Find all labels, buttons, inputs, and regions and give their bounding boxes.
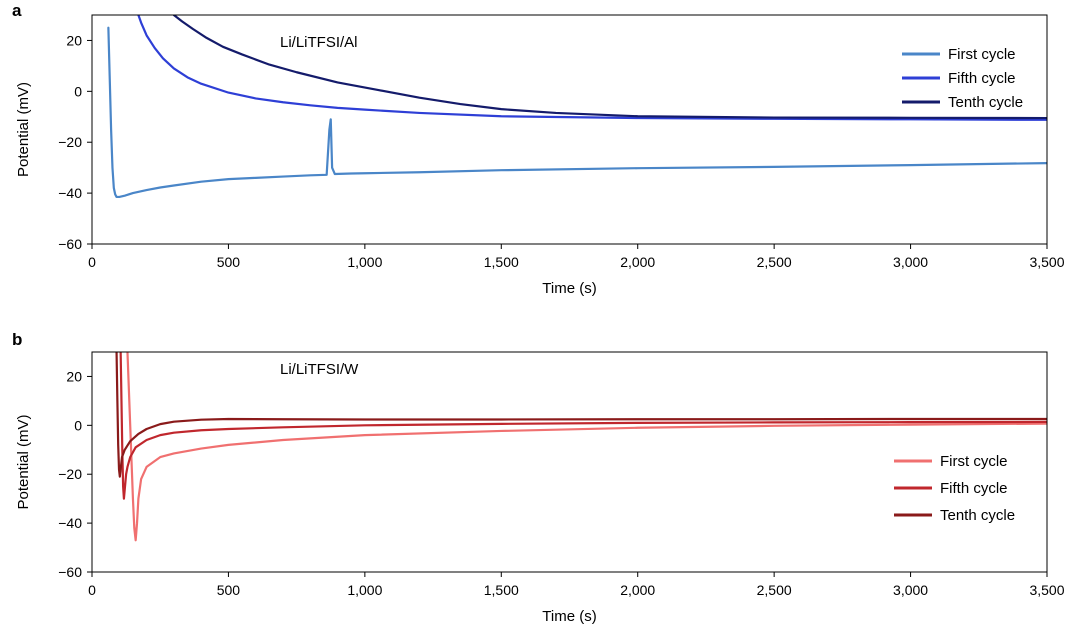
cell-annotation: Li/LiTFSI/Al [280,34,358,51]
y-tick-label: 20 [66,32,82,48]
x-tick-label: 2,500 [757,582,792,598]
y-tick-label: −40 [58,515,82,531]
x-tick-label: 1,500 [484,582,519,598]
y-axis-label: Potential (mV) [15,82,32,177]
y-tick-label: −40 [58,185,82,201]
series-line-first-cycle [107,26,1047,199]
legend-label: First cycle [948,46,1016,63]
x-tick-label: 1,000 [347,254,382,270]
x-tick-label: 500 [217,254,241,270]
panel-b: b 0 500 1,000 1,500 2,000 2,500 3,000 3,500 −60 −4… [12,330,1065,625]
series-line-first-cycle [126,352,1047,542]
legend-label: Fifth cycle [940,480,1008,497]
panel-letter: a [12,1,22,20]
plot-frame [91,351,1048,573]
series-line-tenth-cycle [115,352,1047,478]
legend-label: Tenth cycle [940,507,1015,524]
x-tick-label: 2,000 [620,254,655,270]
plot-frame [91,14,1048,245]
x-tick-label: 3,000 [893,254,928,270]
x-tick-label: 3,000 [893,582,928,598]
legend: First cycle Fifth cycle Tenth cycle [902,46,1023,111]
x-tick-label: 3,500 [1029,582,1064,598]
x-tick-label: 0 [88,254,96,270]
x-axis-label: Time (s) [542,608,596,625]
legend-label: Tenth cycle [948,94,1023,111]
y-tick-label: −60 [58,564,82,580]
y-tick-label: 0 [74,417,82,433]
y-tick-label: −20 [58,134,82,150]
x-tick-label: 0 [88,582,96,598]
y-tick-label: −20 [58,466,82,482]
series-line-tenth-cycle [172,15,1047,120]
legend-label: Fifth cycle [948,70,1016,87]
series-line-fifth-cycle [119,352,1047,500]
x-tick-label: 2,500 [757,254,792,270]
y-tick-label: −60 [58,236,82,252]
y-axis-label: Potential (mV) [15,414,32,509]
x-tick-label: 2,000 [620,582,655,598]
x-tick-label: 1,000 [347,582,382,598]
legend-label: First cycle [940,453,1008,470]
cell-annotation: Li/LiTFSI/W [280,361,359,378]
y-tick-label: 0 [74,83,82,99]
series-line-fifth-cycle [137,15,1047,121]
panel-a: a 0 500 1,000 1,500 2,000 2,500 3,000 3,500 −60 −4… [12,1,1065,297]
x-tick-label: 500 [217,582,241,598]
y-tick-label: 20 [66,368,82,384]
legend: First cycle Fifth cycle Tenth cycle [894,453,1015,524]
x-tick-label: 1,500 [484,254,519,270]
panel-letter: b [12,330,22,349]
x-tick-label: 3,500 [1029,254,1064,270]
x-axis-label: Time (s) [542,280,596,297]
